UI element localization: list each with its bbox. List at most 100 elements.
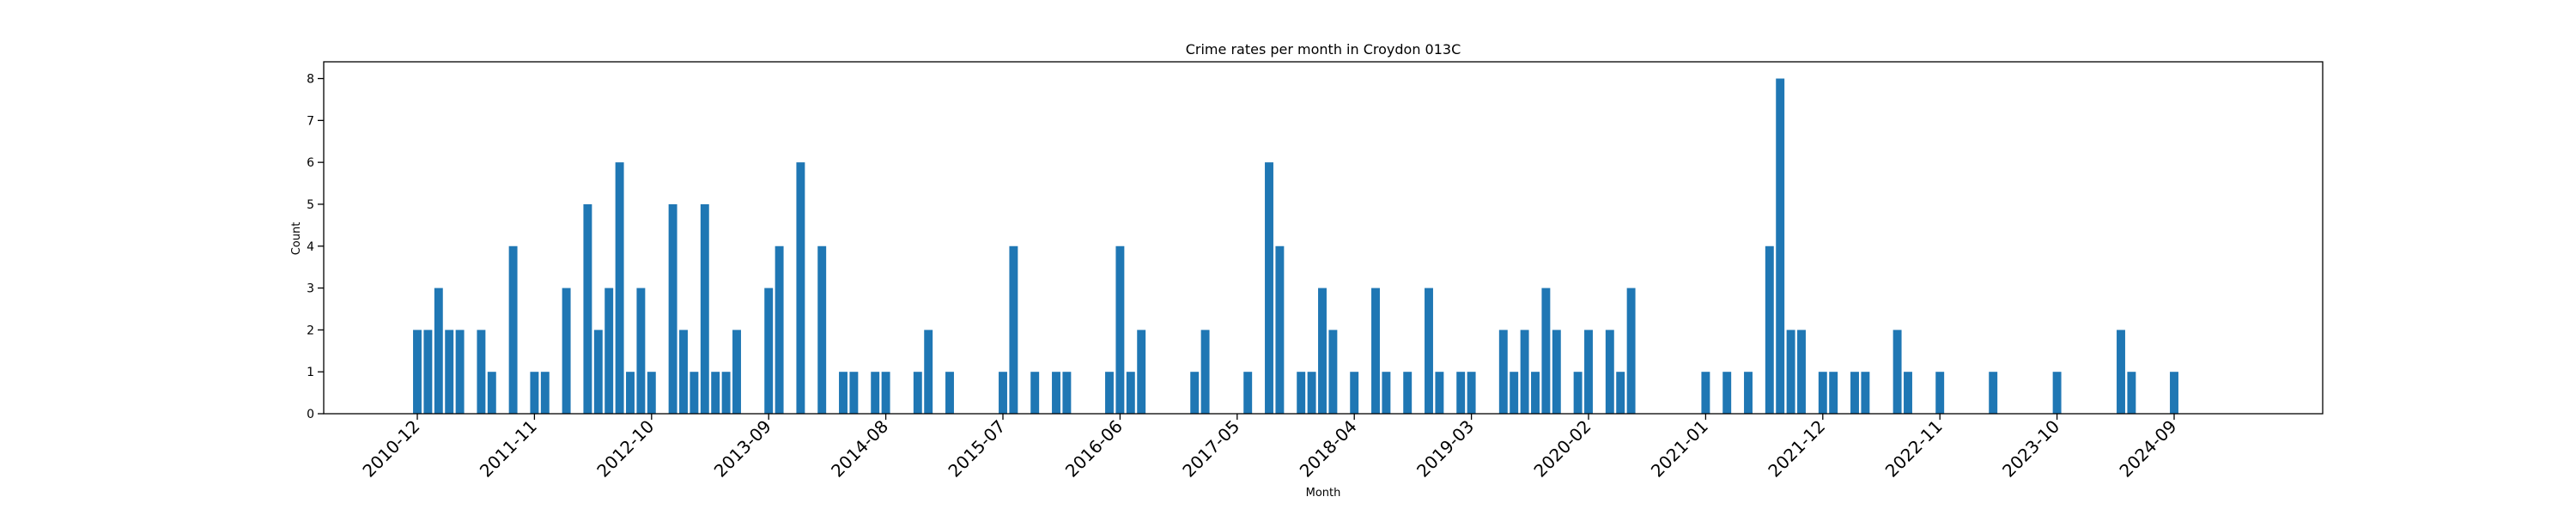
bar-2020-06	[1626, 288, 1636, 414]
bar-2012-04	[583, 203, 592, 414]
bar-2015-10	[1030, 372, 1040, 414]
bar-2011-06	[477, 330, 486, 414]
chart-title: Crime rates per month in Croydon 013C	[1186, 41, 1461, 58]
bar-2018-02	[1328, 330, 1338, 414]
bar-2017-12	[1307, 372, 1316, 414]
bar-2018-04	[1350, 372, 1359, 414]
bar-2019-08	[1520, 330, 1529, 414]
bar-2011-01	[423, 330, 433, 414]
y-axis-label: Count	[290, 222, 303, 256]
y-tick-label: 5	[307, 198, 314, 212]
bar-2017-02	[1200, 330, 1210, 414]
bar-2018-07	[1382, 372, 1391, 414]
bar-2013-09	[764, 288, 774, 414]
bar-2016-08	[1137, 330, 1146, 414]
bar-2020-02	[1584, 330, 1593, 414]
x-tick-label: 2015-07	[944, 416, 1009, 482]
y-tick-label: 3	[307, 282, 314, 296]
bar-2015-08	[1009, 245, 1018, 414]
bar-2012-07	[615, 162, 624, 414]
bar-2017-11	[1297, 372, 1306, 414]
bar-2013-05	[721, 372, 731, 414]
bar-2011-11	[530, 372, 539, 414]
bar-2022-03	[1850, 372, 1859, 414]
bar-2016-06	[1115, 245, 1125, 414]
x-tick-label: 2017-05	[1178, 416, 1243, 482]
x-tick-label: 2022-11	[1881, 416, 1947, 482]
bar-2019-07	[1510, 372, 1519, 414]
bar-2016-01	[1062, 372, 1072, 414]
bar-2022-04	[1861, 372, 1870, 414]
bar-2011-03	[445, 330, 454, 414]
bar-2017-06	[1243, 372, 1253, 414]
bar-2014-05	[849, 372, 859, 414]
bar-2014-04	[839, 372, 848, 414]
bar-2015-12	[1052, 372, 1060, 414]
bar-2011-09	[508, 245, 518, 414]
bars-group	[413, 78, 2178, 415]
bar-2022-07	[1893, 330, 1902, 414]
y-tick-label: 4	[307, 240, 314, 254]
bar-2012-12	[668, 203, 677, 414]
bar-2012-02	[562, 288, 571, 414]
bar-2021-07	[1765, 245, 1774, 414]
bar-2011-12	[540, 372, 550, 414]
y-tick-label: 1	[307, 366, 314, 379]
bar-2021-09	[1786, 330, 1795, 414]
x-tick-label: 2010-12	[358, 416, 423, 482]
x-tick-label: 2012-10	[592, 416, 658, 482]
bar-2012-06	[605, 288, 614, 414]
bar-2018-12	[1435, 372, 1444, 414]
bar-2019-11	[1552, 330, 1561, 414]
bar-2024-05	[2127, 372, 2136, 414]
bar-2014-08	[881, 372, 890, 414]
x-tick-label: 2018-04	[1296, 416, 1361, 482]
bar-2013-04	[711, 372, 720, 414]
bar-2023-10	[2052, 372, 2062, 414]
x-tick-label: 2014-08	[827, 416, 892, 482]
bar-2013-01	[679, 330, 688, 414]
bar-2015-02	[945, 372, 954, 414]
bar-2017-01	[1190, 372, 1200, 414]
y-axis: 0 1 2 3 4 5 6 7 8	[307, 73, 324, 421]
bar-2018-01	[1318, 288, 1327, 414]
bar-2012-08	[626, 372, 635, 414]
bar-2011-02	[434, 288, 443, 414]
plot-frame	[323, 61, 2324, 415]
bar-2021-10	[1797, 330, 1806, 414]
y-tick-label: 6	[307, 156, 314, 170]
bar-2011-07	[487, 372, 496, 414]
bar-2015-07	[999, 372, 1007, 414]
bar-2014-12	[924, 330, 933, 414]
bar-2021-08	[1776, 78, 1785, 415]
bar-2018-09	[1403, 372, 1413, 414]
bar-2012-09	[636, 288, 646, 414]
bar-2014-02	[817, 245, 827, 414]
bar-2022-08	[1904, 372, 1912, 414]
bar-2018-11	[1425, 288, 1433, 414]
bar-2018-06	[1371, 288, 1380, 414]
bar-2021-05	[1744, 372, 1753, 414]
bar-2016-05	[1105, 372, 1114, 414]
bar-2019-09	[1531, 372, 1540, 414]
x-tick-label: 2021-12	[1764, 416, 1829, 482]
bar-2021-01	[1701, 372, 1710, 414]
x-tick-label: 2013-09	[710, 416, 775, 482]
x-tick-label: 2020-02	[1529, 416, 1595, 482]
y-tick-label: 2	[307, 324, 314, 337]
bar-2017-08	[1265, 162, 1273, 414]
bar-2014-07	[871, 372, 880, 414]
x-tick-label: 2016-06	[1061, 416, 1127, 482]
bar-2022-01	[1829, 372, 1838, 414]
x-tick-label: 2019-03	[1413, 416, 1478, 482]
bar-2019-03	[1467, 372, 1476, 414]
bar-2019-10	[1541, 288, 1551, 414]
bar-2013-02	[690, 372, 699, 414]
bar-2017-09	[1275, 245, 1285, 414]
y-tick-label: 8	[307, 73, 314, 87]
x-tick-label: 2021-01	[1647, 416, 1712, 482]
bar-2012-10	[647, 372, 656, 414]
bar-2016-07	[1126, 372, 1135, 414]
bar-2021-03	[1722, 372, 1732, 414]
x-tick-label: 2023-10	[1998, 416, 2063, 482]
